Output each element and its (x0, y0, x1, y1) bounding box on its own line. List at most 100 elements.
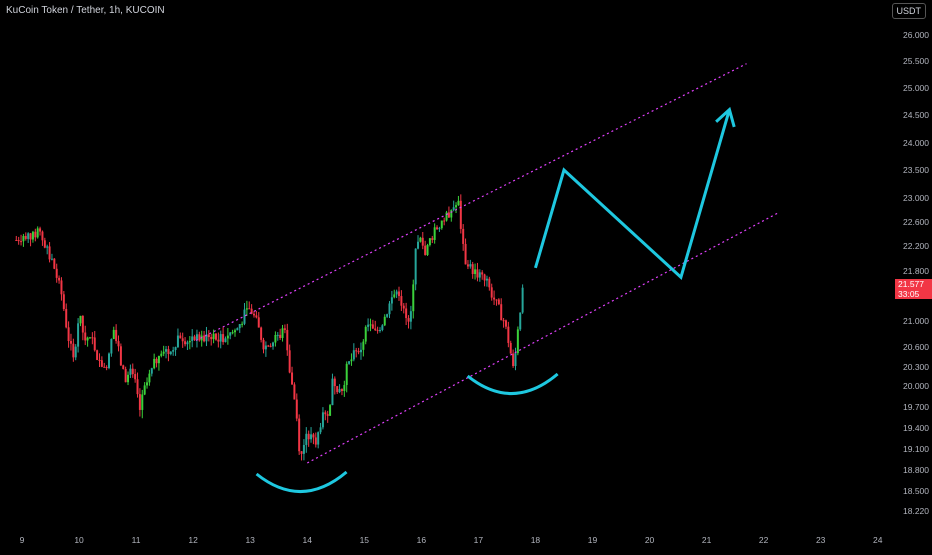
candle-body (355, 350, 358, 352)
candle-body (243, 309, 246, 324)
candle-body (374, 328, 377, 331)
candle-body (31, 231, 34, 240)
candle-body (367, 324, 370, 327)
candle-body (103, 366, 106, 368)
currency-badge[interactable]: USDT (891, 3, 926, 19)
candle-body (148, 373, 151, 383)
candle-body (115, 329, 118, 342)
candle-body (326, 414, 329, 416)
price-tick-label: 22.200 (903, 241, 929, 251)
candle-body (348, 361, 351, 364)
candle-body (253, 313, 256, 316)
candle-body (409, 311, 412, 322)
time-tick-label: 23 (816, 535, 826, 545)
time-tick-label: 9 (20, 535, 25, 545)
candle-body (336, 386, 339, 393)
candle-body (79, 315, 82, 324)
candle-body (281, 328, 284, 338)
projection-arrowhead (715, 106, 736, 128)
candle-body (127, 374, 130, 383)
candle-body (338, 389, 341, 393)
candle-body (20, 241, 23, 243)
candle-body (350, 359, 353, 362)
candle-body (110, 339, 113, 354)
candle-body (514, 353, 517, 367)
candle-body (407, 318, 410, 322)
candle-body (96, 350, 99, 360)
arc-first-low (255, 470, 348, 493)
price-tick-label: 25.500 (903, 56, 929, 66)
candle-body (210, 337, 213, 340)
candle-body (443, 220, 446, 222)
candle-body (65, 309, 68, 328)
candle-body (155, 358, 158, 364)
candle-body (445, 212, 448, 221)
price-tick-label: 22.600 (903, 217, 929, 227)
candle-body (55, 268, 58, 278)
candle-body (507, 326, 510, 343)
candle-body (386, 314, 389, 317)
candle-body (317, 432, 320, 445)
candle-body (165, 349, 168, 352)
candle-body (321, 412, 324, 428)
candle-body (519, 312, 522, 330)
candles-layer (15, 194, 524, 461)
candle-body (395, 291, 398, 295)
candle-body (457, 200, 460, 206)
candle-body (314, 437, 317, 445)
last-price-value: 21.577 (898, 278, 924, 289)
candle-body (198, 334, 201, 341)
price-tick-label: 18.500 (903, 486, 929, 496)
candle-body (502, 320, 505, 322)
candle-body (378, 329, 381, 331)
candle-body (359, 349, 362, 353)
candle-body (381, 325, 384, 330)
candle-body (131, 368, 134, 375)
projection-path (534, 109, 731, 280)
candle-body (224, 338, 227, 343)
candle-body (207, 334, 210, 338)
candle-body (43, 240, 46, 248)
candle-body (471, 264, 474, 275)
time-tick-label: 11 (132, 535, 141, 545)
candle-body (222, 334, 225, 343)
candle-body (257, 317, 260, 328)
candle-body (136, 379, 139, 395)
candle-body (124, 368, 127, 383)
time-tick-label: 20 (645, 535, 655, 545)
candle-body (260, 327, 263, 340)
candle-body (340, 389, 343, 391)
candle-body (436, 227, 439, 230)
candle-body (46, 246, 49, 248)
time-axis[interactable]: 9 10 11 12 13 14 15 16 17 18 19 20 21 22 23 24 (20, 535, 883, 545)
candle-body (214, 333, 217, 340)
candle-body (53, 258, 56, 269)
candle-body (293, 384, 296, 400)
candle-body (24, 235, 27, 239)
candle-body (483, 274, 486, 281)
price-tick-label: 23.000 (903, 193, 929, 203)
symbol-title[interactable]: KuCoin Token / Tether, 1h, KUCOIN (6, 5, 165, 16)
candle-body (428, 238, 431, 245)
candle-body (398, 291, 401, 297)
candle-body (205, 334, 208, 342)
candle-body (305, 433, 308, 445)
candle-body (500, 304, 503, 321)
candle-body (362, 341, 365, 350)
candle-body (485, 278, 488, 281)
candle-body (469, 264, 472, 267)
candle-body (162, 351, 165, 354)
candle-body (39, 228, 42, 232)
price-tick-label: 18.220 (903, 506, 929, 516)
candle-body (390, 297, 393, 304)
candle-body (86, 337, 89, 341)
candle-body (264, 345, 267, 350)
candle-body (195, 334, 198, 340)
candle-body (493, 297, 496, 300)
candle-body (160, 353, 163, 356)
candle-body (112, 329, 115, 340)
candle-body (400, 296, 403, 306)
price-tick-label: 26.000 (903, 30, 929, 40)
